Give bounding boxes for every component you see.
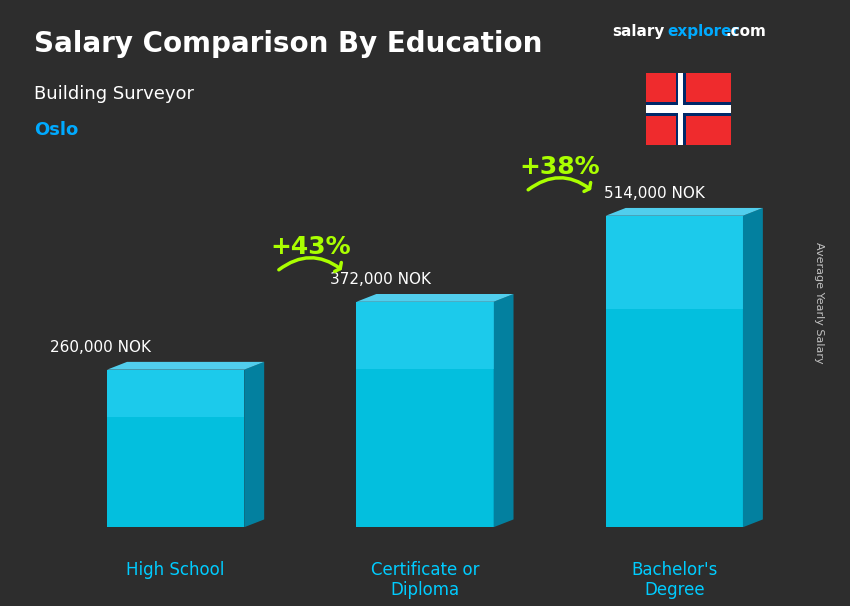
Text: High School: High School — [127, 561, 225, 579]
Text: explorer: explorer — [667, 24, 740, 39]
Text: salary: salary — [612, 24, 665, 39]
Polygon shape — [107, 362, 264, 370]
Bar — [646, 105, 731, 113]
Polygon shape — [606, 216, 743, 527]
Polygon shape — [107, 370, 244, 417]
Text: Salary Comparison By Education: Salary Comparison By Education — [34, 30, 542, 58]
Bar — [646, 102, 731, 116]
Text: +43%: +43% — [270, 235, 350, 259]
Polygon shape — [107, 370, 244, 527]
Polygon shape — [356, 302, 494, 527]
Text: 514,000 NOK: 514,000 NOK — [604, 185, 705, 201]
Text: 260,000 NOK: 260,000 NOK — [50, 339, 151, 355]
Text: 372,000 NOK: 372,000 NOK — [330, 271, 431, 287]
Text: .com: .com — [725, 24, 766, 39]
Polygon shape — [356, 294, 513, 302]
Text: Building Surveyor: Building Surveyor — [34, 85, 194, 103]
Bar — [676, 73, 686, 145]
Polygon shape — [606, 208, 762, 216]
Bar — [678, 73, 683, 145]
Text: Bachelor's
Degree: Bachelor's Degree — [632, 561, 717, 599]
Polygon shape — [356, 302, 494, 370]
Text: Average Yearly Salary: Average Yearly Salary — [814, 242, 824, 364]
Text: Oslo: Oslo — [34, 121, 78, 139]
Polygon shape — [244, 362, 264, 527]
Text: +38%: +38% — [519, 155, 600, 179]
Polygon shape — [494, 294, 513, 527]
Text: Certificate or
Diploma: Certificate or Diploma — [371, 561, 479, 599]
Polygon shape — [743, 208, 762, 527]
Polygon shape — [606, 216, 743, 309]
